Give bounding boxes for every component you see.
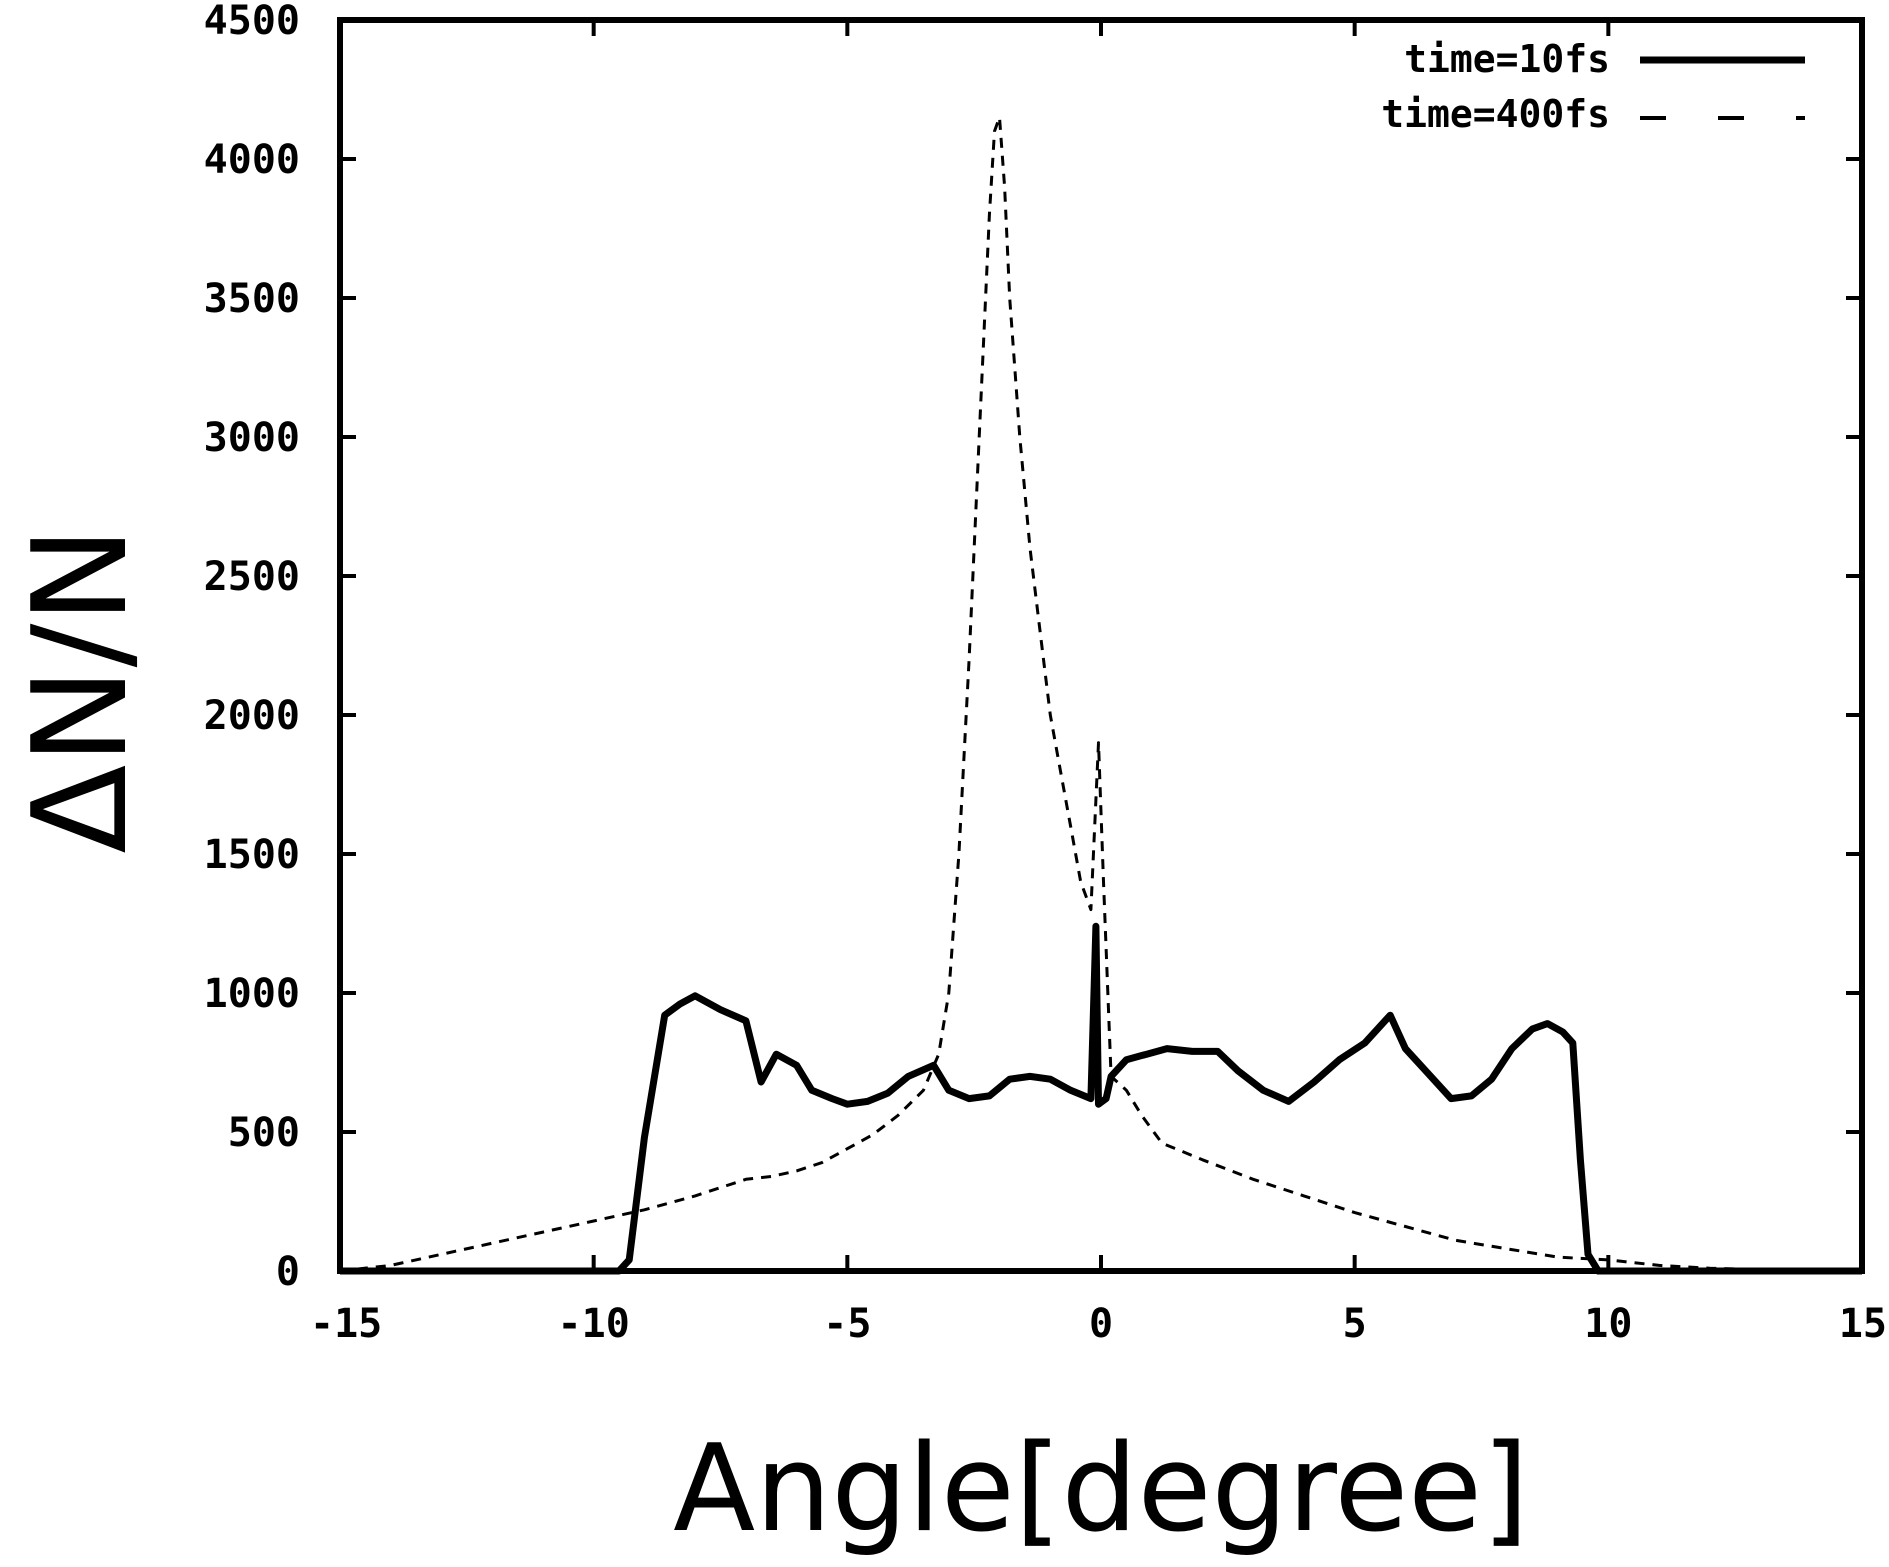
x-axis-title: Angle[degree] bbox=[673, 1420, 1529, 1559]
legend-label-series-1: time=10fs bbox=[1404, 37, 1610, 81]
y-tick-label: 500 bbox=[228, 1110, 300, 1156]
legend-label-series-2: time=400fs bbox=[1381, 92, 1610, 136]
x-tick-label: 0 bbox=[1089, 1301, 1113, 1347]
series-line-1 bbox=[340, 922, 1862, 1275]
x-tick-label: -15 bbox=[310, 1301, 382, 1347]
x-tick-label: -5 bbox=[823, 1301, 871, 1347]
x-tick-label: 15 bbox=[1839, 1301, 1887, 1347]
y-tick-label: 3500 bbox=[204, 276, 300, 322]
legend: time=10fs time=400fs bbox=[1381, 37, 1805, 136]
series-layer bbox=[339, 115, 1862, 1275]
x-tick-label: 10 bbox=[1584, 1301, 1632, 1347]
x-axis: -15 -10 -5 0 5 10 15 bbox=[310, 20, 1887, 1347]
x-tick-label: -10 bbox=[558, 1301, 630, 1347]
y-tick-label: 3000 bbox=[204, 415, 300, 461]
x-tick-label: 5 bbox=[1343, 1301, 1367, 1347]
y-tick-label: 4500 bbox=[204, 0, 300, 44]
series-line-2 bbox=[339, 115, 1862, 1273]
y-axis-title: ΔN/N bbox=[4, 526, 156, 853]
y-tick-label: 4000 bbox=[204, 137, 300, 183]
y-tick-label: 2500 bbox=[204, 554, 300, 600]
y-axis: 0 500 1000 1500 2000 2500 3000 3500 4000 4500 bbox=[204, 0, 1862, 1295]
y-tick-label: 0 bbox=[276, 1249, 300, 1295]
y-tick-label: 2000 bbox=[204, 693, 300, 739]
y-tick-label: 1500 bbox=[204, 832, 300, 878]
y-tick-label: 1000 bbox=[204, 971, 300, 1017]
